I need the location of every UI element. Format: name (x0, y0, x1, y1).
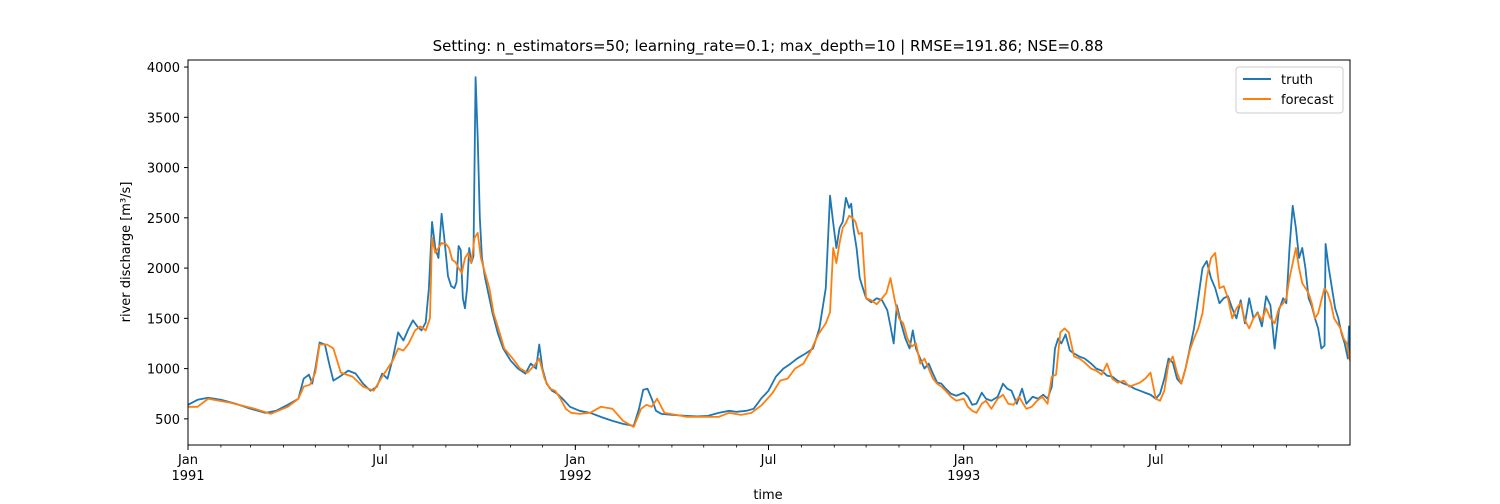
y-tick-label: 4000 (147, 61, 180, 76)
chart-title: Setting: n_estimators=50; learning_rate=… (433, 37, 1104, 56)
series-line-truth (188, 76, 1350, 427)
x-tick-year-label: 1992 (559, 469, 592, 484)
x-tick-label: Jul (760, 453, 777, 468)
legend: truth forecast (1235, 66, 1344, 114)
legend-label-forecast: forecast (1281, 93, 1334, 108)
y-axis-label: river discharge [m³/s] (119, 182, 134, 323)
y-tick-label: 3000 (147, 162, 180, 177)
legend-label-truth: truth (1281, 73, 1313, 88)
x-axis-label: time (753, 488, 782, 500)
y-axis: 500 1000 1500 2000 2500 3000 3500 4000 (147, 61, 188, 428)
x-tick-label: Jul (1147, 453, 1164, 468)
x-tick-label: Jul (371, 453, 388, 468)
y-tick-label: 1500 (147, 312, 180, 327)
x-tick-label: Jan (564, 453, 585, 468)
x-tick-year-label: 1991 (171, 469, 204, 484)
x-tick-label: Jan (953, 453, 974, 468)
y-tick-label: 2000 (147, 262, 180, 277)
y-tick-label: 3500 (147, 111, 180, 126)
x-tick-label: Jan (177, 453, 198, 468)
y-tick-label: 500 (155, 413, 180, 428)
plot-frame (187, 59, 1351, 446)
series-line-forecast (188, 214, 1350, 428)
x-tick-year-label: 1993 (947, 469, 980, 484)
y-tick-label: 1000 (147, 363, 180, 378)
y-tick-label: 2500 (147, 212, 180, 227)
